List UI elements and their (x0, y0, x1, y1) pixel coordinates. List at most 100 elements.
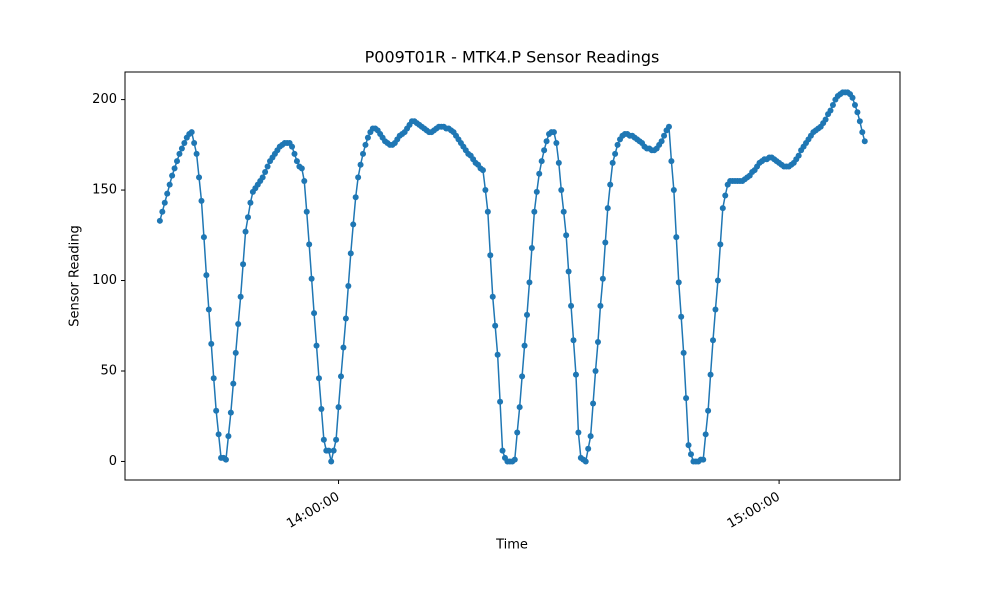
data-point (851, 102, 858, 109)
data-point (560, 208, 567, 215)
data-point (675, 279, 682, 286)
data-point (590, 400, 597, 407)
data-point (188, 129, 195, 136)
data-point (208, 340, 215, 347)
data-point (521, 342, 528, 349)
data-point (489, 293, 496, 300)
data-point (240, 261, 247, 268)
data-point (854, 109, 861, 116)
data-point (687, 451, 694, 458)
data-point (301, 178, 308, 185)
x-axis-label: Time (495, 538, 528, 553)
data-point (524, 311, 531, 318)
data-point (320, 436, 327, 443)
data-point (543, 138, 550, 145)
data-point (482, 187, 489, 194)
data-point (484, 208, 491, 215)
data-point (191, 140, 198, 147)
data-point (829, 102, 836, 109)
data-point (289, 143, 296, 150)
data-point (181, 140, 188, 147)
data-point (311, 310, 318, 317)
data-point (166, 181, 173, 188)
data-point (215, 431, 222, 438)
data-point (670, 187, 677, 194)
data-point (856, 118, 863, 125)
data-point (678, 313, 685, 320)
data-point (702, 431, 709, 438)
data-point (516, 404, 523, 411)
data-point (827, 107, 834, 114)
data-point (205, 306, 212, 313)
data-point (680, 349, 687, 356)
data-point (342, 315, 349, 322)
data-point (355, 174, 362, 181)
data-point (558, 187, 565, 194)
data-point (174, 158, 181, 165)
data-point (306, 241, 313, 248)
data-point (161, 199, 168, 206)
data-point (849, 94, 856, 101)
data-point (494, 351, 501, 358)
data-point (308, 275, 315, 282)
data-point (333, 436, 340, 443)
data-point (171, 165, 178, 172)
data-point (585, 445, 592, 452)
data-point (705, 407, 712, 414)
data-point (511, 456, 518, 463)
data-point (604, 205, 611, 212)
data-point (264, 163, 271, 170)
data-point (227, 409, 234, 416)
data-point (232, 349, 239, 356)
data-point (609, 159, 616, 166)
y-tick-label: 100 (92, 273, 117, 288)
data-point (497, 398, 504, 405)
data-point (707, 371, 714, 378)
data-point (487, 252, 494, 259)
data-point (242, 228, 249, 235)
data-point (592, 367, 599, 374)
data-point (347, 250, 354, 257)
data-point (861, 138, 868, 145)
plot-frame (124, 71, 901, 481)
data-point (293, 158, 300, 165)
data-point (196, 174, 203, 181)
data-point (303, 208, 310, 215)
data-point (362, 141, 369, 148)
data-point (714, 277, 721, 284)
data-point (330, 447, 337, 454)
data-point (479, 167, 486, 174)
data-point (538, 158, 545, 165)
data-point (315, 375, 322, 382)
data-point (169, 172, 176, 179)
data-point (614, 141, 621, 148)
data-point (536, 170, 543, 177)
data-point (291, 150, 298, 157)
y-tick-label: 0 (109, 454, 117, 469)
data-point (262, 168, 269, 175)
data-point (499, 447, 506, 454)
data-point (599, 275, 606, 282)
data-point (673, 234, 680, 241)
data-point (563, 232, 570, 239)
data-point (712, 306, 719, 313)
data-point (575, 429, 582, 436)
data-point (658, 138, 665, 145)
data-point (661, 132, 668, 139)
data-point (156, 217, 163, 224)
data-point (568, 302, 575, 309)
data-point (225, 433, 232, 440)
data-point (193, 150, 200, 157)
data-point (313, 342, 320, 349)
data-point (602, 239, 609, 246)
data-point (722, 192, 729, 199)
data-point (237, 293, 244, 300)
data-point (582, 458, 589, 465)
data-point (235, 320, 242, 327)
data-point (200, 234, 207, 241)
y-tick-label: 150 (92, 183, 117, 198)
data-point (210, 375, 217, 382)
data-point (519, 373, 526, 380)
